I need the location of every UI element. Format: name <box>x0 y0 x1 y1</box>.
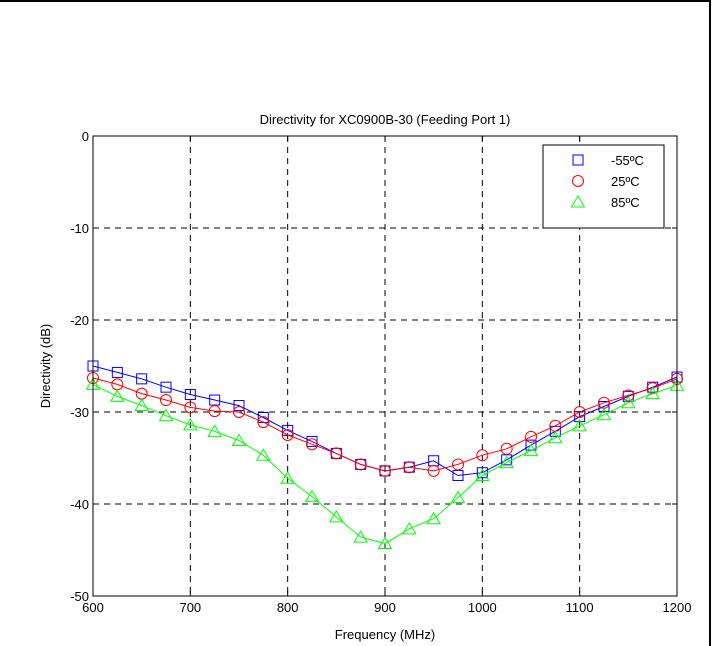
legend-marker <box>570 195 586 208</box>
data-point <box>622 389 635 402</box>
legend-label: -55ºC <box>611 153 644 168</box>
y-tick-label: -40 <box>70 497 89 512</box>
data-point <box>281 429 294 441</box>
data-point <box>450 490 466 504</box>
y-tick-label: 0 <box>82 129 89 144</box>
data-point <box>573 406 586 418</box>
legend-marker <box>572 154 584 166</box>
legend-marker <box>572 175 584 187</box>
data-point <box>184 401 197 414</box>
data-point <box>134 398 150 412</box>
legend-label: 25ºC <box>611 174 640 189</box>
series-2 <box>85 377 685 550</box>
legend-label: 85ºC <box>611 195 640 210</box>
y-tick-label: -20 <box>70 313 89 328</box>
data-point <box>109 389 125 402</box>
data-point <box>136 373 148 385</box>
data-point <box>499 455 515 469</box>
data-point <box>476 449 489 462</box>
y-axis-label: Directivity (dB) <box>38 324 53 409</box>
data-point <box>547 430 563 444</box>
data-point <box>233 406 245 418</box>
y-tick-label: -30 <box>70 405 89 420</box>
data-point <box>328 509 344 523</box>
data-point <box>377 536 393 550</box>
data-point <box>280 471 296 484</box>
legend-box <box>542 144 665 229</box>
data-point <box>645 386 661 400</box>
series-line <box>92 383 678 545</box>
data-point <box>209 394 221 406</box>
data-point <box>304 489 320 503</box>
data-point <box>353 530 369 543</box>
data-point <box>427 464 440 477</box>
data-point <box>572 418 588 432</box>
data-point <box>596 407 612 421</box>
data-point <box>620 395 636 409</box>
x-tick-label: 1200 <box>663 600 692 615</box>
chart-title: Directivity for XC0900B-30 (Feeding Port… <box>260 112 511 127</box>
data-point <box>208 405 221 418</box>
data-point <box>379 464 391 477</box>
data-point <box>598 400 610 412</box>
x-tick-label: 800 <box>277 600 299 615</box>
legend: -55ºC 25ºC 85ºC <box>542 144 665 229</box>
data-point <box>207 424 223 437</box>
data-point <box>500 442 513 455</box>
x-tick-label: 600 <box>82 600 104 615</box>
data-point <box>354 458 367 471</box>
data-point <box>306 438 318 451</box>
data-point <box>257 416 270 429</box>
data-point <box>160 381 172 393</box>
y-tick-label: -50 <box>70 589 89 604</box>
data-point <box>158 408 174 422</box>
data-point <box>231 433 247 447</box>
y-tick-label: -10 <box>70 221 89 236</box>
data-point <box>182 417 198 431</box>
data-point <box>160 394 172 407</box>
data-point <box>525 430 537 443</box>
data-point <box>233 400 245 412</box>
data-point <box>452 458 464 471</box>
data-point <box>330 447 343 460</box>
data-point <box>403 461 416 474</box>
data-point <box>255 448 271 461</box>
x-tick-label: 700 <box>179 600 201 615</box>
data-point <box>523 443 539 457</box>
data-point <box>474 468 490 481</box>
x-tick-label: 900 <box>374 600 396 615</box>
data-point <box>184 389 196 401</box>
data-point <box>111 366 123 378</box>
x-tick-label: 1000 <box>468 600 497 615</box>
data-point <box>426 511 442 525</box>
x-tick-label: 1100 <box>566 600 594 615</box>
data-point <box>452 469 464 481</box>
data-point <box>401 521 417 535</box>
x-axis-label: Frequency (MHz) <box>335 627 435 642</box>
series-line <box>92 377 678 472</box>
axis-ticks: 600 700 800 900 1000 1100 1200 0 -10 -20 -30 -40 -50 <box>70 129 691 615</box>
